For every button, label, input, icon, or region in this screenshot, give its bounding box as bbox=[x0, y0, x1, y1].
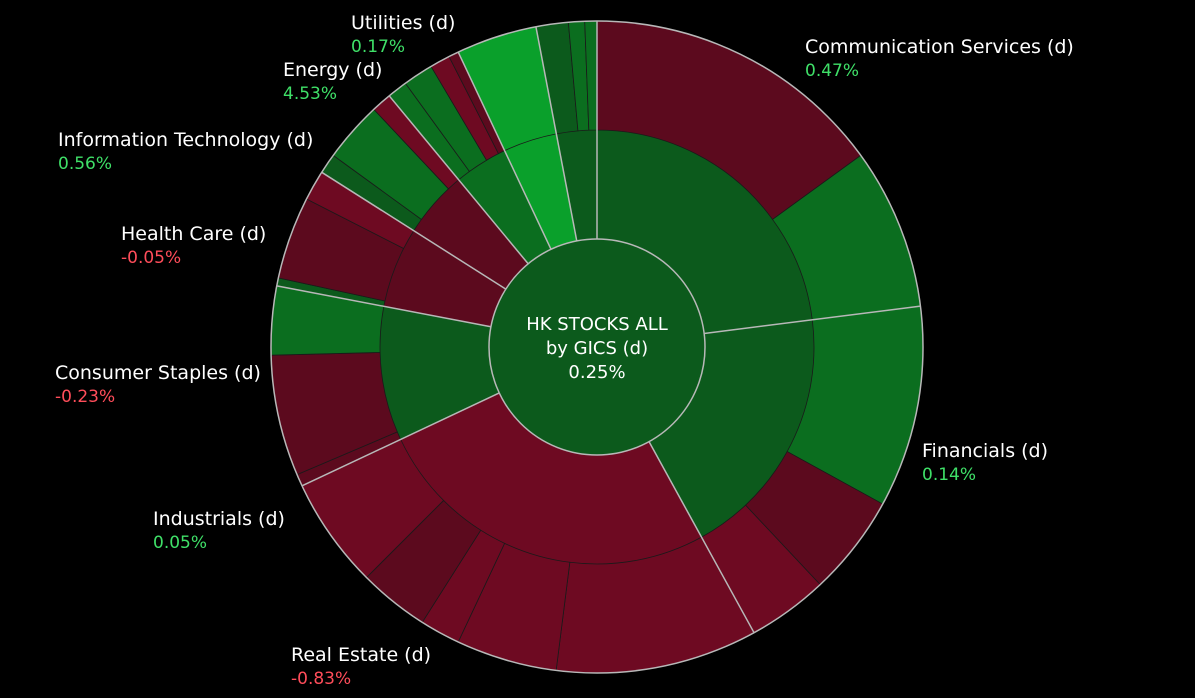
outer-ring bbox=[270, 20, 924, 674]
center-subtitle: by GICS (d) bbox=[546, 338, 648, 359]
sector-label-communication-services: Communication Services (d) 0.47% bbox=[805, 36, 1074, 81]
sector-labels: Communication Services (d) 0.47% Financial… bbox=[55, 12, 1074, 689]
sector-label-utilities: Utilities (d) 0.17% bbox=[351, 12, 455, 57]
sector-name-energy: Energy (d) bbox=[283, 59, 382, 81]
outer-border bbox=[270, 20, 924, 674]
inner-ring bbox=[379, 129, 815, 565]
sector-label-financials: Financials (d) 0.14% bbox=[922, 440, 1048, 485]
sector-divider-health-care bbox=[321, 171, 507, 290]
sector-label-industrials: Industrials (d) 0.05% bbox=[153, 508, 285, 553]
sector-name-communication-services: Communication Services (d) bbox=[805, 36, 1074, 58]
center-title: HK STOCKS ALL bbox=[526, 314, 668, 335]
sector-label-consumer-staples: Consumer Staples (d) -0.23% bbox=[55, 362, 261, 407]
sector-divider-information-technology bbox=[388, 95, 529, 265]
sector-label-health-care: Health Care (d) -0.05% bbox=[121, 223, 266, 268]
sector-change-consumer-staples: -0.23% bbox=[55, 387, 115, 407]
sector-name-financials: Financials (d) bbox=[922, 440, 1048, 462]
sector-label-information-technology: Information Technology (d) 0.56% bbox=[58, 129, 313, 174]
sector-name-real-estate: Real Estate (d) bbox=[291, 644, 431, 666]
sector-divider-financials bbox=[704, 305, 921, 335]
sector-change-financials: 0.14% bbox=[922, 465, 976, 485]
center-value: 0.25% bbox=[568, 362, 625, 383]
sector-change-health-care: -0.05% bbox=[121, 248, 181, 268]
sector-divider-utilities bbox=[535, 26, 578, 242]
sector-divider-consumer-staples bbox=[276, 285, 492, 328]
sector-dividers bbox=[276, 21, 921, 634]
sector-change-energy: 4.53% bbox=[283, 84, 337, 104]
sector-divider-energy bbox=[457, 51, 552, 250]
sector-change-information-technology: 0.56% bbox=[58, 154, 112, 174]
sector-change-industrials: 0.05% bbox=[153, 533, 207, 553]
sector-divider-industrials bbox=[301, 392, 500, 487]
sector-name-industrials: Industrials (d) bbox=[153, 508, 285, 530]
sector-name-utilities: Utilities (d) bbox=[351, 12, 455, 34]
sector-change-communication-services: 0.47% bbox=[805, 61, 859, 81]
sector-name-consumer-staples: Consumer Staples (d) bbox=[55, 362, 261, 384]
sector-label-real-estate: Real Estate (d) -0.83% bbox=[291, 644, 431, 689]
sector-label-energy: Energy (d) 4.53% bbox=[283, 59, 382, 104]
sector-change-utilities: 0.17% bbox=[351, 37, 405, 57]
center-circle[interactable] bbox=[488, 238, 706, 456]
sector-divider-real-estate bbox=[648, 441, 755, 634]
sector-name-health-care: Health Care (d) bbox=[121, 223, 266, 245]
sector-change-real-estate: -0.83% bbox=[291, 669, 351, 689]
sector-name-information-technology: Information Technology (d) bbox=[58, 129, 313, 151]
